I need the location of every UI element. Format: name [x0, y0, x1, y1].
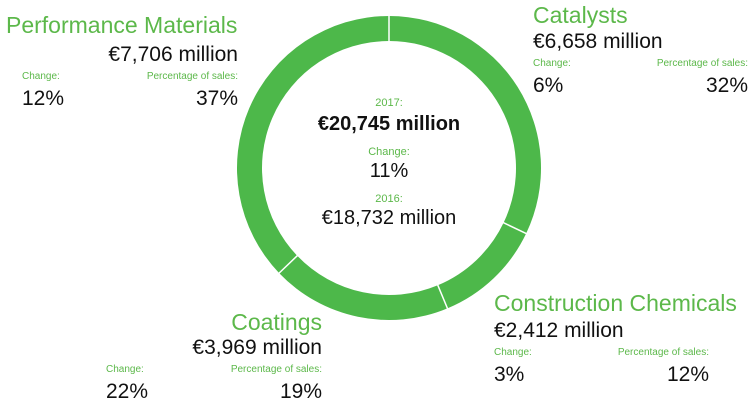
- performance-materials-amount: €7,706 million: [108, 43, 238, 66]
- performance-materials-share-label: Percentage of sales:: [146, 71, 238, 82]
- performance-materials-change-value: 12%: [22, 87, 65, 110]
- coatings-change-label: Change:: [106, 364, 144, 375]
- construction-chemicals-change-value: 3%: [494, 363, 525, 386]
- catalysts-title: Catalysts: [533, 2, 628, 28]
- construction-chemicals-share-value: 12%: [666, 363, 709, 386]
- catalysts-share-value: 32%: [705, 74, 748, 97]
- center-total-2017: €20,745 million: [317, 113, 461, 135]
- center-year-2016-label: 2016:: [375, 193, 403, 205]
- slice-divider: [502, 221, 528, 235]
- coatings-change-value: 22%: [106, 380, 149, 403]
- slice-divider: [277, 254, 299, 275]
- donut-slice-performance-materials: [237, 15, 389, 274]
- coatings-amount: €3,969 million: [192, 336, 322, 359]
- catalysts-share-label: Percentage of sales:: [656, 58, 748, 69]
- center-year-2017-label: 2017:: [375, 97, 403, 109]
- coatings-share-label: Percentage of sales:: [230, 364, 322, 375]
- construction-chemicals-change-label: Change:: [494, 347, 532, 358]
- catalysts-change-label: Change:: [533, 58, 571, 69]
- catalysts-change-value: 6%: [533, 74, 564, 97]
- center-change-label: Change:: [368, 146, 410, 158]
- donut-slice-catalysts: [389, 16, 541, 234]
- performance-materials-title: Performance Materials: [6, 12, 238, 38]
- construction-chemicals-amount: €2,412 million: [494, 319, 624, 342]
- performance-materials-change-label: Change:: [22, 71, 60, 82]
- coatings-title: Coatings: [231, 309, 322, 335]
- donut-slice-coatings: [279, 255, 448, 320]
- coatings-share-value: 19%: [279, 380, 322, 403]
- performance-materials-share-value: 37%: [195, 87, 238, 110]
- center-total-2016: €18,732 million: [321, 207, 457, 229]
- construction-chemicals-title: Construction Chemicals: [494, 290, 737, 316]
- catalysts-amount: €6,658 million: [533, 30, 663, 53]
- slice-divider: [436, 284, 449, 310]
- donut-slice-construction-chemicals: [437, 222, 527, 309]
- construction-chemicals-share-label: Percentage of sales:: [617, 347, 709, 358]
- center-change-value: 11%: [369, 160, 409, 182]
